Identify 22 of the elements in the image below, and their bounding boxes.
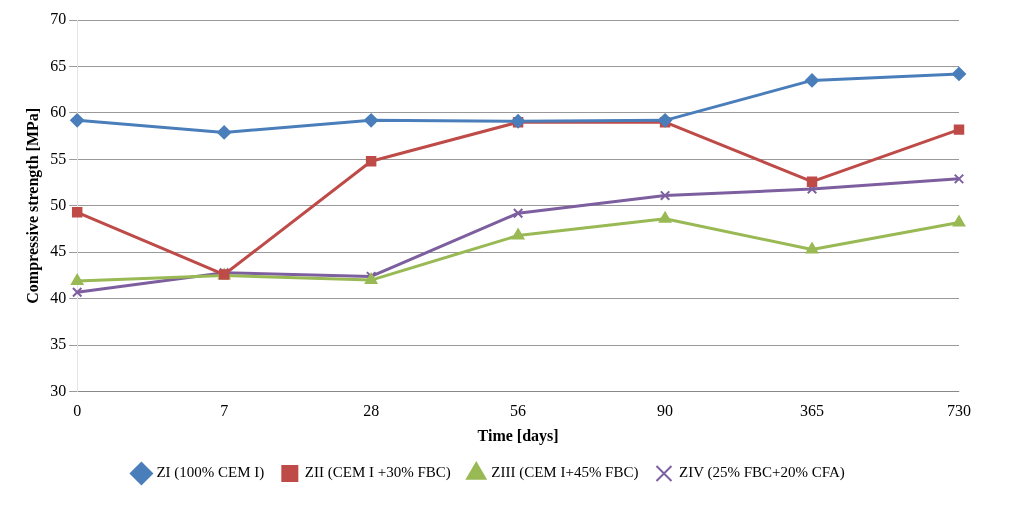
y-tick-label: 50: [50, 196, 67, 213]
y-tick-label: 30: [50, 381, 67, 399]
x-tick-label: 0: [73, 402, 82, 420]
legend-label: ZI (100% CEM I): [156, 464, 265, 482]
legend-label: ZIII (CEM I+45% FBC): [491, 464, 639, 482]
x-axis-title: Time [days]: [477, 426, 559, 445]
x-tick-label: 56: [510, 402, 527, 420]
x-tick-label: 28: [363, 402, 380, 420]
y-tick-label: 60: [50, 103, 67, 121]
legend-label: ZII (CEM I +30% FBC): [304, 464, 451, 482]
x-tick-label: 365: [800, 402, 825, 420]
x-tick-label: 90: [657, 402, 674, 420]
y-axis-title: Compressive strength [MPa]: [23, 107, 42, 304]
y-tick-label: 35: [50, 335, 67, 353]
y-tick-label: 45: [50, 242, 67, 260]
y-tick-label: 40: [50, 288, 67, 306]
x-tick-label: 7: [220, 402, 229, 420]
y-tick-label: 70: [50, 10, 67, 28]
x-tick-label: 730: [947, 402, 971, 420]
y-tick-label: 55: [50, 149, 67, 167]
legend-label: ZIV (25% FBC+20% CFA): [678, 464, 845, 482]
y-tick-label: 65: [50, 56, 67, 74]
